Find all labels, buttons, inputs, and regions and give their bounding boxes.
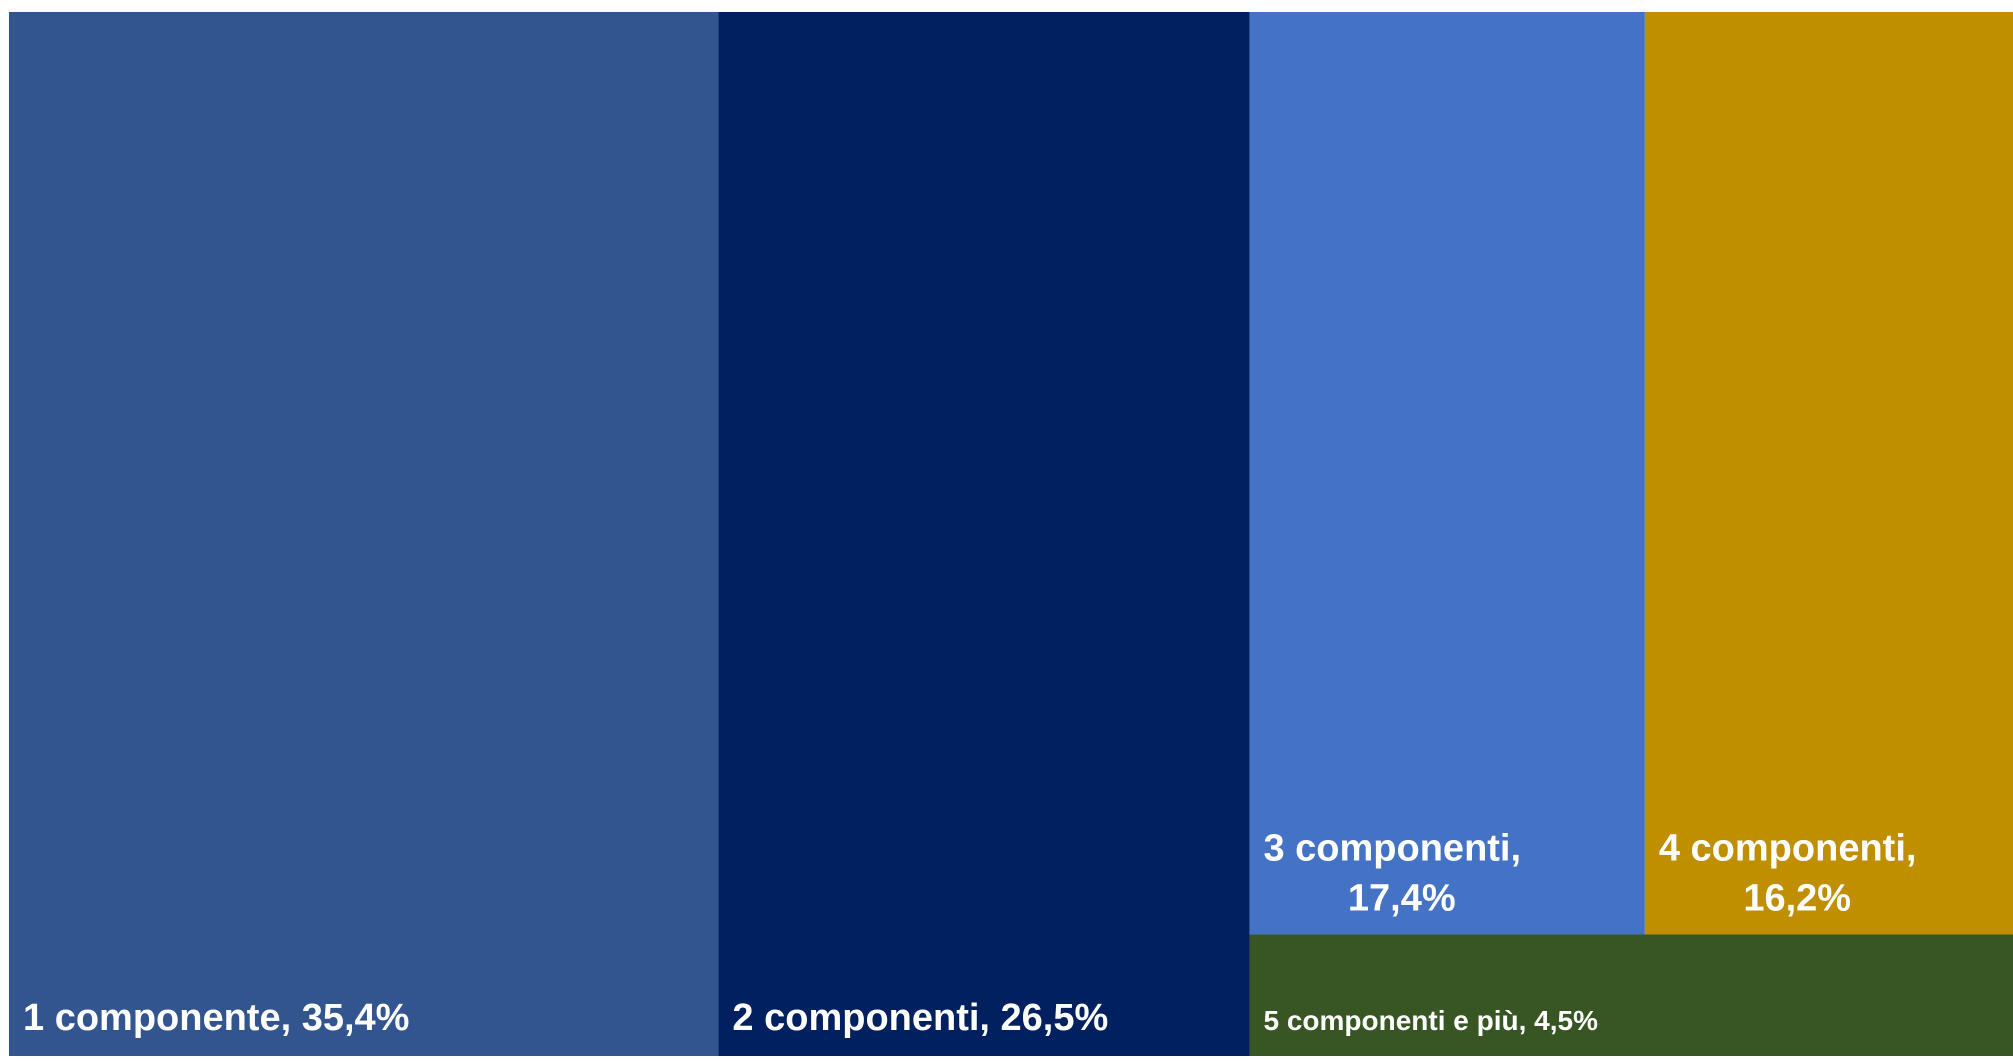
treemap-tile-4-componenti [1644,12,2013,935]
treemap-label-2-componenti: 2 componenti, 26,5% [732,997,1108,1039]
treemap-tile-3-componenti [1249,12,1645,935]
treemap-label-line: 16,2% [1743,877,1851,919]
treemap-label-line: 17,4% [1348,877,1456,919]
treemap-tile-5-componenti-e-piu [1249,934,2013,1058]
treemap-label-1-componente: 1 componente, 35,4% [23,997,409,1039]
treemap-tile-1-componente [9,12,719,1058]
treemap-label-5-componenti-e-piu: 5 componenti e più, 4,5% [1263,1005,1598,1036]
treemap-label-4-componenti: 4 componenti, 16,2% [1659,827,1917,919]
treemap-label-3-componenti: 3 componenti, 17,4% [1263,827,1521,919]
treemap-tile-2-componenti [718,12,1250,1058]
treemap-label-line: 3 componenti, [1263,827,1521,869]
treemap-label-line: 4 componenti, [1659,827,1917,869]
